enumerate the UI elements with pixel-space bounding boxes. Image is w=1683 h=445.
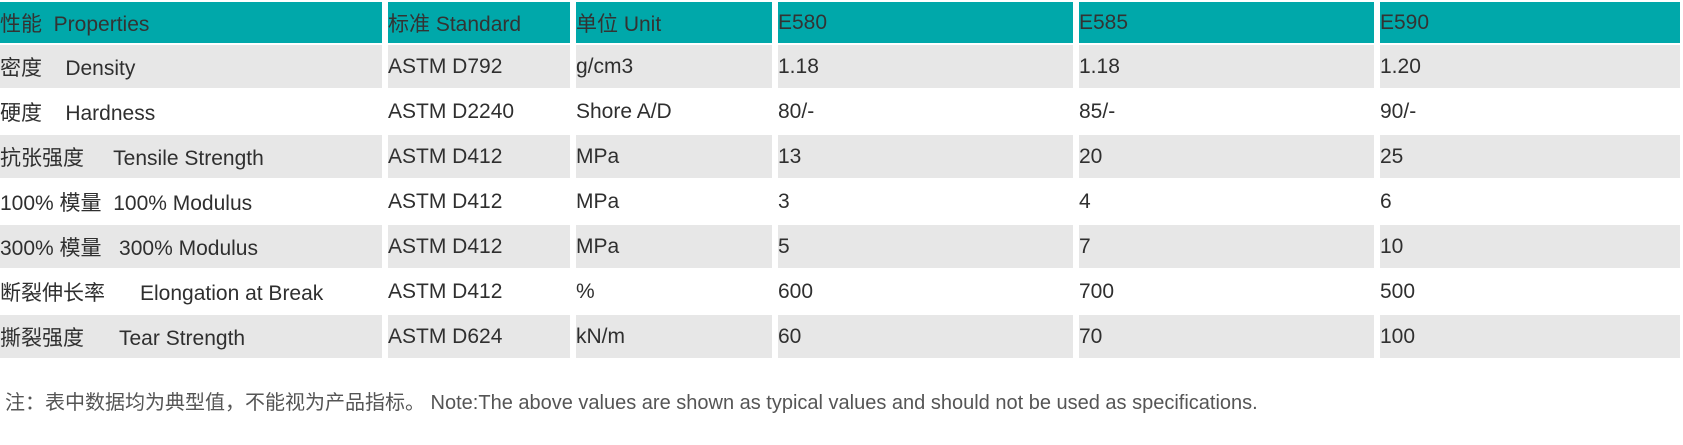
cell-e580: 1.18 [772,45,1073,90]
cell-e590: 500 [1374,270,1680,315]
cell-unit: % [570,270,772,315]
row-density: 密度 Density ASTM D792 g/cm3 1.18 1.18 1.2… [0,45,1680,90]
cell-standard: ASTM D412 [382,270,570,315]
cell-property: 硬度 Hardness [0,90,382,135]
cell-e580: 5 [772,225,1073,270]
row-300-modulus: 300% 模量 300% Modulus ASTM D412 MPa 5 7 1… [0,225,1680,270]
cell-e580: 13 [772,135,1073,180]
cell-unit: MPa [570,225,772,270]
cell-e585: 4 [1073,180,1374,225]
cell-standard: ASTM D412 [382,225,570,270]
cell-unit: MPa [570,180,772,225]
cell-e590: 1.20 [1374,45,1680,90]
cell-standard: ASTM D2240 [382,90,570,135]
cell-unit: MPa [570,135,772,180]
header-cell-e590: E590 [1374,2,1680,45]
cell-standard: ASTM D412 [382,180,570,225]
cell-standard: ASTM D792 [382,45,570,90]
header-cell-unit: 单位 Unit [570,2,772,45]
cell-e590: 90/- [1374,90,1680,135]
header-cell-e580: E580 [772,2,1073,45]
row-tear-strength: 撕裂强度 Tear Strength ASTM D624 kN/m 60 70 … [0,315,1680,360]
row-100-modulus: 100% 模量 100% Modulus ASTM D412 MPa 3 4 6 [0,180,1680,225]
cell-e585: 700 [1073,270,1374,315]
cell-property: 断裂伸长率 Elongation at Break [0,270,382,315]
cell-e590: 25 [1374,135,1680,180]
properties-table: 性能 Properties 标准 Standard 单位 Unit E580 E… [0,2,1680,360]
cell-unit: kN/m [570,315,772,360]
cell-unit: g/cm3 [570,45,772,90]
cell-unit: Shore A/D [570,90,772,135]
cell-e580: 80/- [772,90,1073,135]
cell-e590: 6 [1374,180,1680,225]
footnote: 注：表中数据均为典型值，不能视为产品指标。 Note:The above val… [5,392,1258,414]
header-row: 性能 Properties 标准 Standard 单位 Unit E580 E… [0,2,1680,45]
cell-e585: 20 [1073,135,1374,180]
cell-property: 300% 模量 300% Modulus [0,225,382,270]
cell-property: 100% 模量 100% Modulus [0,180,382,225]
cell-e590: 10 [1374,225,1680,270]
cell-e585: 85/- [1073,90,1374,135]
header-cell-e585: E585 [1073,2,1374,45]
cell-standard: ASTM D412 [382,135,570,180]
row-tensile-strength: 抗张强度 Tensile Strength ASTM D412 MPa 13 2… [0,135,1680,180]
cell-e580: 600 [772,270,1073,315]
cell-e585: 70 [1073,315,1374,360]
header-cell-standard: 标准 Standard [382,2,570,45]
cell-e585: 1.18 [1073,45,1374,90]
cell-property: 撕裂强度 Tear Strength [0,315,382,360]
cell-e580: 3 [772,180,1073,225]
header-cell-properties: 性能 Properties [0,2,382,45]
cell-e590: 100 [1374,315,1680,360]
cell-property: 抗张强度 Tensile Strength [0,135,382,180]
cell-e580: 60 [772,315,1073,360]
cell-standard: ASTM D624 [382,315,570,360]
cell-e585: 7 [1073,225,1374,270]
row-elongation-at-break: 断裂伸长率 Elongation at Break ASTM D412 % 60… [0,270,1680,315]
cell-property: 密度 Density [0,45,382,90]
row-hardness: 硬度 Hardness ASTM D2240 Shore A/D 80/- 85… [0,90,1680,135]
